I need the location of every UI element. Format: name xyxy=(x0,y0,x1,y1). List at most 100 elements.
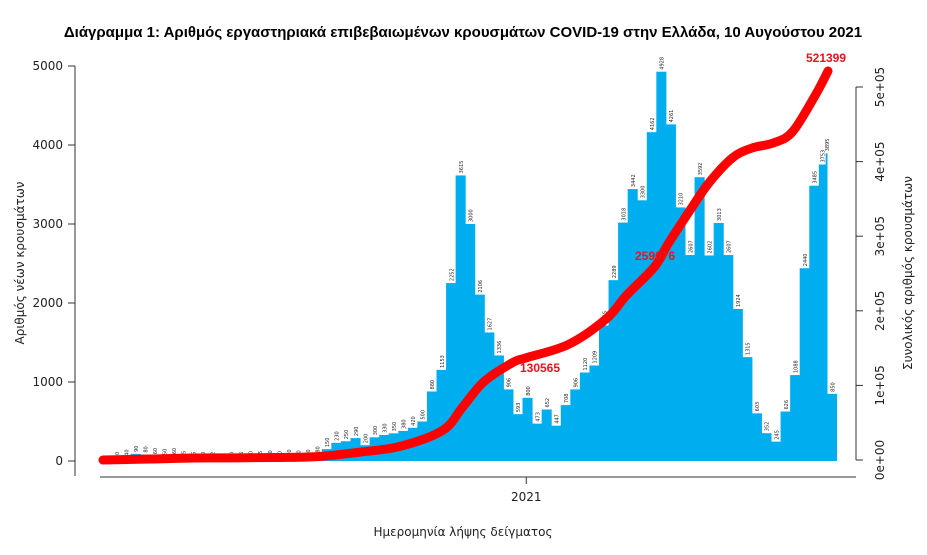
bar xyxy=(608,280,619,461)
bar xyxy=(465,224,476,461)
bar-data-label: 4928 xyxy=(660,57,666,70)
y2-tick-label: 4e+05 xyxy=(873,141,887,181)
bar-data-label: 4162 xyxy=(650,117,656,130)
bar xyxy=(455,175,466,462)
y-axis-right: 0e+00 1e+05 2e+05 3e+05 4e+05 5e+05 xyxy=(855,67,887,480)
bar-data-label: 3485 xyxy=(813,171,819,184)
bar-data-label: 652 xyxy=(545,398,551,408)
bar xyxy=(426,391,438,461)
bar-data-label: 906 xyxy=(574,378,580,388)
annotation-521399: 521399 xyxy=(806,51,846,65)
bar-data-label: 593 xyxy=(516,403,522,413)
bar-data-label: 2252 xyxy=(449,268,455,281)
bar xyxy=(780,411,791,461)
bar-data-label: 500 xyxy=(421,410,427,420)
cumulative-series xyxy=(98,66,833,465)
bar-data-label: 1627 xyxy=(488,318,494,331)
x-axis-label: Ημερομηνία λήψης δείγματος xyxy=(373,525,552,539)
bar xyxy=(656,71,667,462)
bar-data-label: 10 xyxy=(115,452,121,458)
x-axis: 2021 xyxy=(100,476,856,504)
bar xyxy=(694,177,705,461)
bar-data-label: 2607 xyxy=(727,240,733,253)
bar xyxy=(713,222,724,461)
bar-data-label: 1088 xyxy=(793,360,799,373)
bar-data-label: 3753 xyxy=(821,150,827,163)
bar-data-label: 60 xyxy=(153,448,159,454)
x-tick-label: 2021 xyxy=(511,490,542,504)
bar-data-label: 60 xyxy=(172,448,178,454)
bar-data-label: 352 xyxy=(765,422,771,432)
bar xyxy=(522,397,533,461)
bar-data-label: 906 xyxy=(507,378,513,388)
bar xyxy=(589,365,600,461)
bar xyxy=(742,357,753,461)
bar xyxy=(685,255,696,461)
bar-data-label: 800 xyxy=(526,386,532,396)
bar xyxy=(579,372,590,461)
bar-data-label: 1315 xyxy=(746,342,752,355)
bar-data-label: 626 xyxy=(784,400,790,410)
bar xyxy=(827,393,838,461)
bar-data-label: 3018 xyxy=(621,208,627,221)
bar-data-label: 3013 xyxy=(717,208,723,221)
bar-data-label: 1153 xyxy=(440,355,446,368)
bar xyxy=(646,132,657,461)
bar-data-label: 150 xyxy=(325,438,331,448)
bar-data-label: 850 xyxy=(830,382,836,392)
y2-tick-label: 5e+05 xyxy=(873,67,887,107)
bar xyxy=(512,414,524,461)
bar-data-label: 300 xyxy=(373,426,379,436)
bar xyxy=(618,222,629,461)
y2-tick-label: 3e+05 xyxy=(873,216,887,256)
y-tick-label: 5000 xyxy=(32,59,63,73)
chart-title: Διάγραμμα 1: Αριθμός εργαστηριακά επιβεβ… xyxy=(64,24,862,41)
bar-data-label: 350 xyxy=(392,422,398,432)
bar xyxy=(799,268,810,461)
bar-data-label: 1336 xyxy=(497,341,503,354)
y-axis-left: 0 1000 2000 3000 4000 5000 xyxy=(32,59,76,476)
bar xyxy=(627,189,638,461)
bar-data-label: 2602 xyxy=(707,241,713,254)
bar-data-label: 1120 xyxy=(583,358,589,371)
bar xyxy=(771,441,782,461)
bar-data-label: 40 xyxy=(124,449,130,455)
bar xyxy=(751,413,762,461)
bar-data-label: 603 xyxy=(755,402,761,412)
bar-data-label: 40 xyxy=(287,449,293,455)
bar xyxy=(675,207,686,461)
y-axis-label: Αριθμός νέων κρουσμάτων xyxy=(13,181,27,344)
bar xyxy=(761,433,772,461)
bar-data-label: 3300 xyxy=(640,186,646,199)
y-tick-label: 4000 xyxy=(32,138,63,152)
bar xyxy=(532,423,543,461)
bar xyxy=(790,375,801,461)
annotation-130565: 130565 xyxy=(520,361,560,375)
bar-data-label: 290 xyxy=(354,427,360,437)
bar xyxy=(560,405,571,461)
bar-data-label: 3895 xyxy=(825,139,831,152)
bar xyxy=(474,294,485,461)
bar xyxy=(570,389,581,461)
bar xyxy=(818,164,827,461)
bar-data-label: 447 xyxy=(554,414,560,424)
bar-data-label: 3210 xyxy=(679,193,685,206)
bar-data-label: 2440 xyxy=(803,254,809,267)
bar xyxy=(704,255,715,461)
bar xyxy=(484,332,495,461)
annotation-259076: 259076 xyxy=(635,249,675,263)
y-tick-label: 2000 xyxy=(32,296,63,310)
bar-data-label: 90 xyxy=(134,446,140,452)
bar-data-label: 1209 xyxy=(593,351,599,364)
bar-data-label: 380 xyxy=(402,419,408,429)
bar-data-label: 3442 xyxy=(631,174,637,187)
y2-axis-label: Συνολικός αριθμός κρουσμάτων xyxy=(901,176,915,370)
bar xyxy=(446,283,457,461)
bar-data-label: 80 xyxy=(316,446,322,452)
bar-data-label: 80 xyxy=(144,446,150,452)
y-tick-label: 3000 xyxy=(32,217,63,231)
bar-data-label: 200 xyxy=(363,434,369,444)
bar-data-label: 3592 xyxy=(698,162,704,175)
bar-data-label: 250 xyxy=(344,430,350,440)
